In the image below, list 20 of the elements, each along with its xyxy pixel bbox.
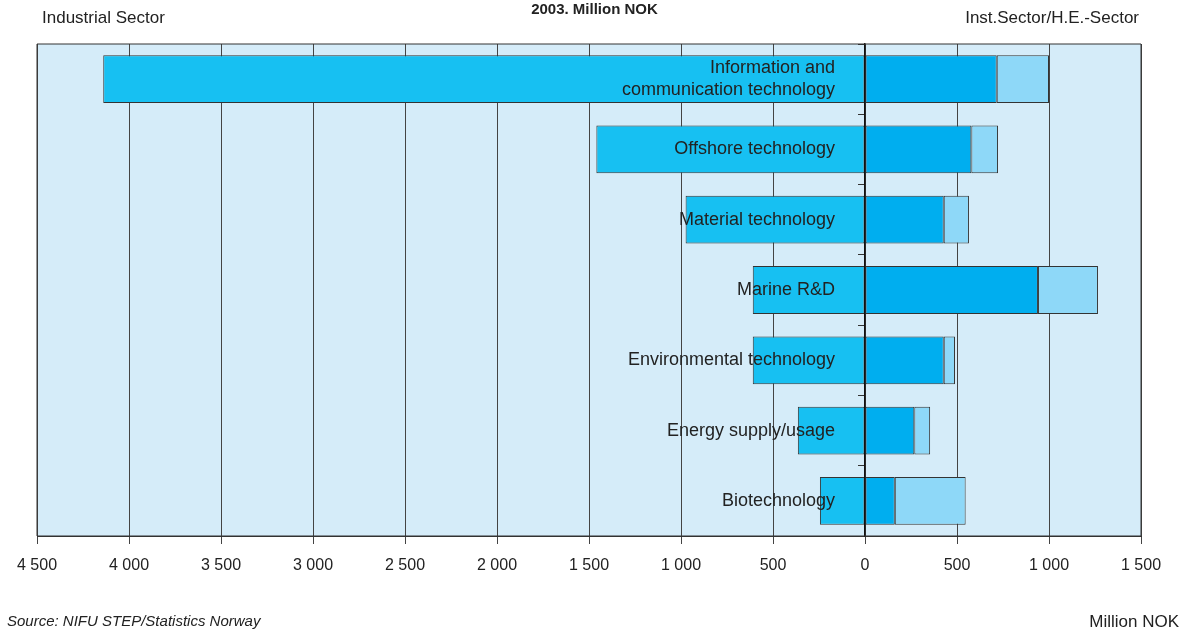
x-tick-label: 500: [943, 556, 971, 574]
x-tick-label: 4 500: [16, 556, 58, 574]
y-tick-label: Information and communication technology: [621, 57, 835, 100]
x-tick-label: 1 500: [568, 556, 610, 574]
text: Industrial Sector: [42, 8, 165, 28]
x-axis-title: Million NOK: [1089, 612, 1179, 632]
x-tick-label: 500: [759, 556, 787, 574]
x-tick-label: 1 500: [1120, 556, 1162, 574]
x-tick-label: 3 000: [292, 556, 334, 574]
x-tick-label: 1 000: [660, 556, 702, 574]
x-tick-label: 3 500: [200, 556, 242, 574]
text: Inst.Sector/H.E.-Sector: [965, 8, 1139, 28]
x-tick-label: 0: [860, 556, 870, 574]
x-tick-label: 4 000: [108, 556, 150, 574]
source-note: Source: NIFU STEP/Statistics Norway: [7, 612, 261, 629]
chart-title: 2003. Million NOK: [531, 0, 658, 17]
x-tick-label: 2 500: [384, 556, 426, 574]
x-tick-label: 2 000: [476, 556, 518, 574]
y-tick-label: Offshore technology: [674, 138, 835, 159]
x-tick-label: 1 000: [1028, 556, 1070, 574]
